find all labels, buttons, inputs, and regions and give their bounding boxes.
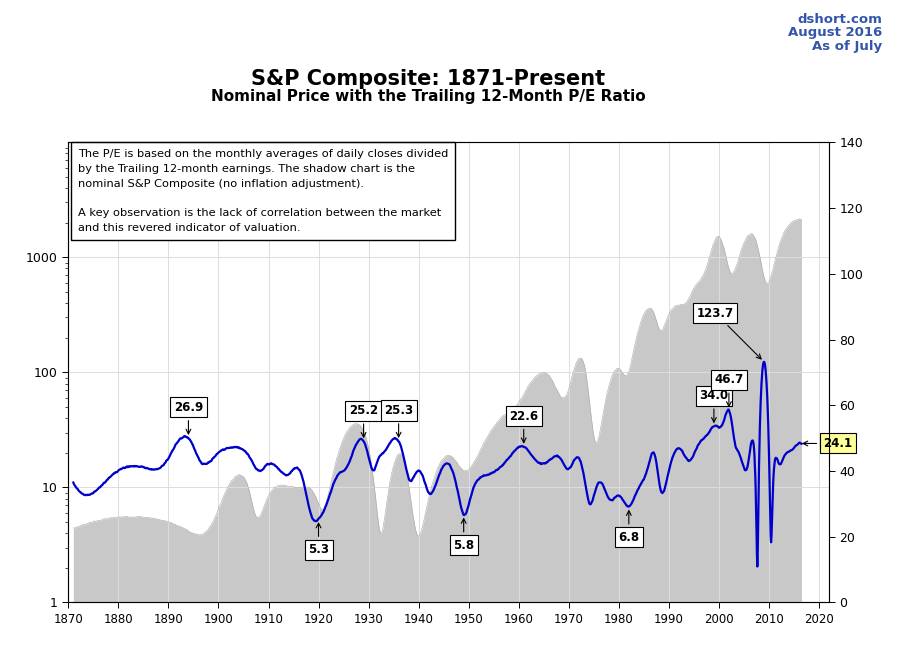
Text: S&P Composite: 1871-Present: S&P Composite: 1871-Present <box>251 70 605 89</box>
Text: 25.3: 25.3 <box>384 404 414 437</box>
Text: August 2016: August 2016 <box>788 26 882 40</box>
Text: 26.9: 26.9 <box>174 401 203 434</box>
Text: dshort.com: dshort.com <box>797 13 882 26</box>
Text: 5.3: 5.3 <box>308 523 329 556</box>
Text: 6.8: 6.8 <box>619 510 640 544</box>
Text: As of July: As of July <box>812 40 882 53</box>
Text: 24.1: 24.1 <box>803 437 853 450</box>
Text: 22.6: 22.6 <box>509 410 538 443</box>
Text: The P/E is based on the monthly averages of daily closes divided
by the Trailing: The P/E is based on the monthly averages… <box>78 149 448 233</box>
Text: 46.7: 46.7 <box>714 373 743 406</box>
Text: 25.2: 25.2 <box>349 404 378 437</box>
Text: Nominal Price with the Trailing 12-Month P/E Ratio: Nominal Price with the Trailing 12-Month… <box>210 89 646 104</box>
Text: 5.8: 5.8 <box>453 518 475 551</box>
Text: 34.0: 34.0 <box>700 389 729 422</box>
Text: 123.7: 123.7 <box>697 307 761 359</box>
